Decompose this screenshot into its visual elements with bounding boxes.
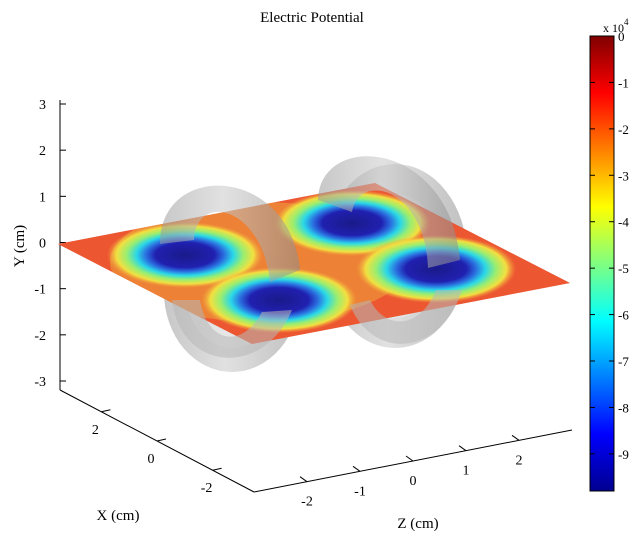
x-tick-label: 2 (92, 423, 99, 438)
colorbar-tick-label: -5 (618, 261, 629, 276)
z-tick-mark (458, 445, 467, 452)
colorbar-ticks: 0 -1 -2 -3 -4 -5 -6 -7 -8 -9 (590, 29, 629, 462)
z-tick-label: 0 (410, 474, 417, 489)
y-axis-ticks: 3 2 1 0 -1 -2 -3 (34, 98, 66, 390)
y-tick-label: 1 (39, 190, 46, 205)
potential-plane (58, 183, 570, 344)
x-tick-mark (101, 409, 111, 413)
z-axis-ticks: -2 -1 0 1 2 (299, 434, 523, 510)
colorbar-tick-label: -8 (618, 400, 629, 415)
potential-well (356, 235, 516, 303)
x-tick-mark (212, 467, 222, 471)
y-tick-label: 0 (39, 237, 46, 252)
z-axis-label: Z (cm) (397, 516, 438, 532)
colorbar: x 104 0 -1 -2 -3 -4 -5 -6 -7 -8 -9 (589, 17, 629, 492)
colorbar-tick-label: -3 (618, 168, 629, 183)
colorbar-tick-label: -4 (618, 215, 629, 230)
x-tick-mark (156, 438, 167, 442)
z-tick-label: -2 (301, 495, 313, 510)
x-tick-label: 0 (148, 452, 155, 467)
z-tick-label: 1 (463, 464, 470, 479)
colorbar-tick-label: -9 (618, 447, 629, 462)
potential-well (107, 222, 263, 288)
x-axis-label: X (cm) (97, 508, 140, 524)
colorbar-tick-label: -1 (618, 75, 629, 90)
z-tick-mark (405, 455, 414, 462)
colorbar-tick-label: -7 (618, 354, 629, 369)
colorbar-tick-label: 0 (618, 29, 625, 44)
y-tick-label: 2 (39, 144, 46, 159)
z-tick-mark (352, 465, 361, 472)
y-tick-label: -1 (34, 283, 46, 298)
potential-well (274, 190, 430, 256)
z-tick-label: -1 (354, 484, 366, 499)
torus-right-front (318, 156, 462, 344)
torus-left-front (160, 185, 300, 358)
y-tick-label: -3 (34, 375, 46, 390)
x-tick-label: -2 (201, 481, 213, 496)
y-axis-label: Y (cm) (12, 225, 28, 267)
chart-title: Electric Potential (260, 10, 364, 26)
y-tick-label: 3 (39, 98, 46, 113)
x-axis-ticks: 2 0 -2 (92, 409, 222, 496)
z-tick-mark (511, 434, 520, 441)
colorbar-tick-label: -6 (618, 308, 629, 323)
colorbar-gradient (589, 35, 615, 492)
colorbar-exponent: x 104 (603, 17, 629, 35)
potential-well (201, 267, 357, 333)
y-tick-label: -2 (34, 329, 46, 344)
colorbar-tick-label: -2 (618, 122, 629, 137)
z-tick-label: 2 (516, 453, 523, 468)
z-tick-mark (299, 476, 308, 483)
